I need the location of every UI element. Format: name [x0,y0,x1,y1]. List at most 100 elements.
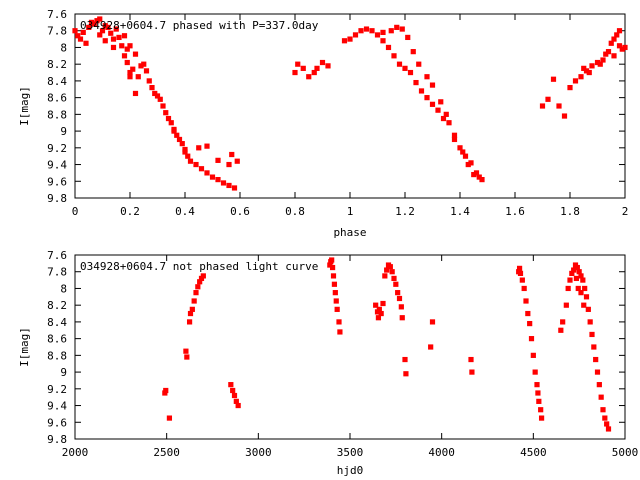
data-point [462,153,469,159]
data-point [471,171,477,178]
data-point [476,174,482,180]
data-point [403,371,409,377]
data-point [468,356,474,363]
data-point [179,141,185,147]
data-point [565,285,571,292]
x-tick-label: 0.8 [285,205,305,218]
data-point [585,306,591,312]
data-point [334,306,340,312]
data-point [77,36,84,42]
data-point [363,26,370,32]
data-point [521,285,527,292]
data-point [187,310,194,317]
data-point [385,44,392,51]
data-point [468,160,474,166]
data-point [567,277,573,283]
data-point [141,61,147,67]
x-tick-label: 0.2 [120,205,140,218]
data-point [102,38,108,44]
data-point [535,390,541,396]
data-point [534,382,540,388]
data-point [563,302,569,308]
data-point [171,126,177,133]
data-point [220,180,227,186]
data-point [116,34,122,41]
x-tick-label: 4500 [520,446,547,459]
y-tick-label: 9.8 [47,192,67,205]
data-point [185,153,191,159]
data-point [193,290,199,296]
data-point [443,111,449,117]
data-point [619,46,625,52]
data-point [197,279,203,285]
data-point [189,306,195,312]
data-point [384,267,390,273]
data-point [446,120,452,126]
data-point [438,99,444,105]
data-point [333,298,339,304]
data-point [166,415,173,421]
data-point [124,59,130,66]
y-tick-label: 8.2 [47,58,67,71]
data-point [569,270,575,276]
data-point [121,33,128,39]
data-point [398,304,404,310]
data-point [593,356,599,363]
data-point [209,174,216,180]
x-tick-label: 0 [72,205,79,218]
x-tick-label: 3000 [245,446,272,459]
data-point [228,382,234,388]
y-tick-label: 8.8 [47,108,67,121]
data-point [105,24,111,30]
data-point [561,113,568,119]
data-point [195,284,201,290]
data-point [347,36,353,42]
data-point [168,120,174,126]
data-point [578,290,584,296]
x-tick-label: 0.6 [230,205,250,218]
data-point [380,38,386,44]
x-tick-label: 1.4 [450,205,470,218]
data-point [581,302,587,308]
data-point [376,306,382,312]
data-point [539,103,546,109]
data-point [163,387,169,394]
data-point [469,369,475,375]
data-point [578,74,584,80]
data-point [428,344,434,350]
data-point [600,407,606,413]
data-point [389,269,395,275]
y-tick-label: 9 [60,125,67,138]
data-point [94,18,100,24]
data-point [127,69,133,76]
x-tick-label: 5000 [612,446,639,459]
data-point [578,273,584,279]
y-tick-label: 8.6 [47,333,67,346]
y-tick-label: 8 [60,41,67,54]
data-point [160,103,166,109]
data-point [532,369,538,375]
data-point [183,348,189,354]
data-point [473,170,480,176]
data-point [572,78,579,84]
data-point [611,36,617,42]
data-point [614,32,620,38]
data-point [429,82,436,88]
y-tick-label: 8.4 [47,316,67,329]
x-tick-label: 4000 [428,446,455,459]
data-point [598,394,604,400]
data-point [603,51,609,57]
y-tick-label: 7.6 [47,249,67,262]
data-point [622,44,628,51]
data-point [594,59,601,66]
data-point [575,285,581,292]
y-tick-label: 9.6 [47,416,67,429]
data-point [616,28,623,34]
y-tick-label: 8.4 [47,75,67,88]
data-point [528,336,535,342]
y-tick-label: 8 [60,282,67,295]
data-point [602,415,608,421]
y-tick-label: 9.2 [47,142,67,155]
data-point [88,19,95,25]
